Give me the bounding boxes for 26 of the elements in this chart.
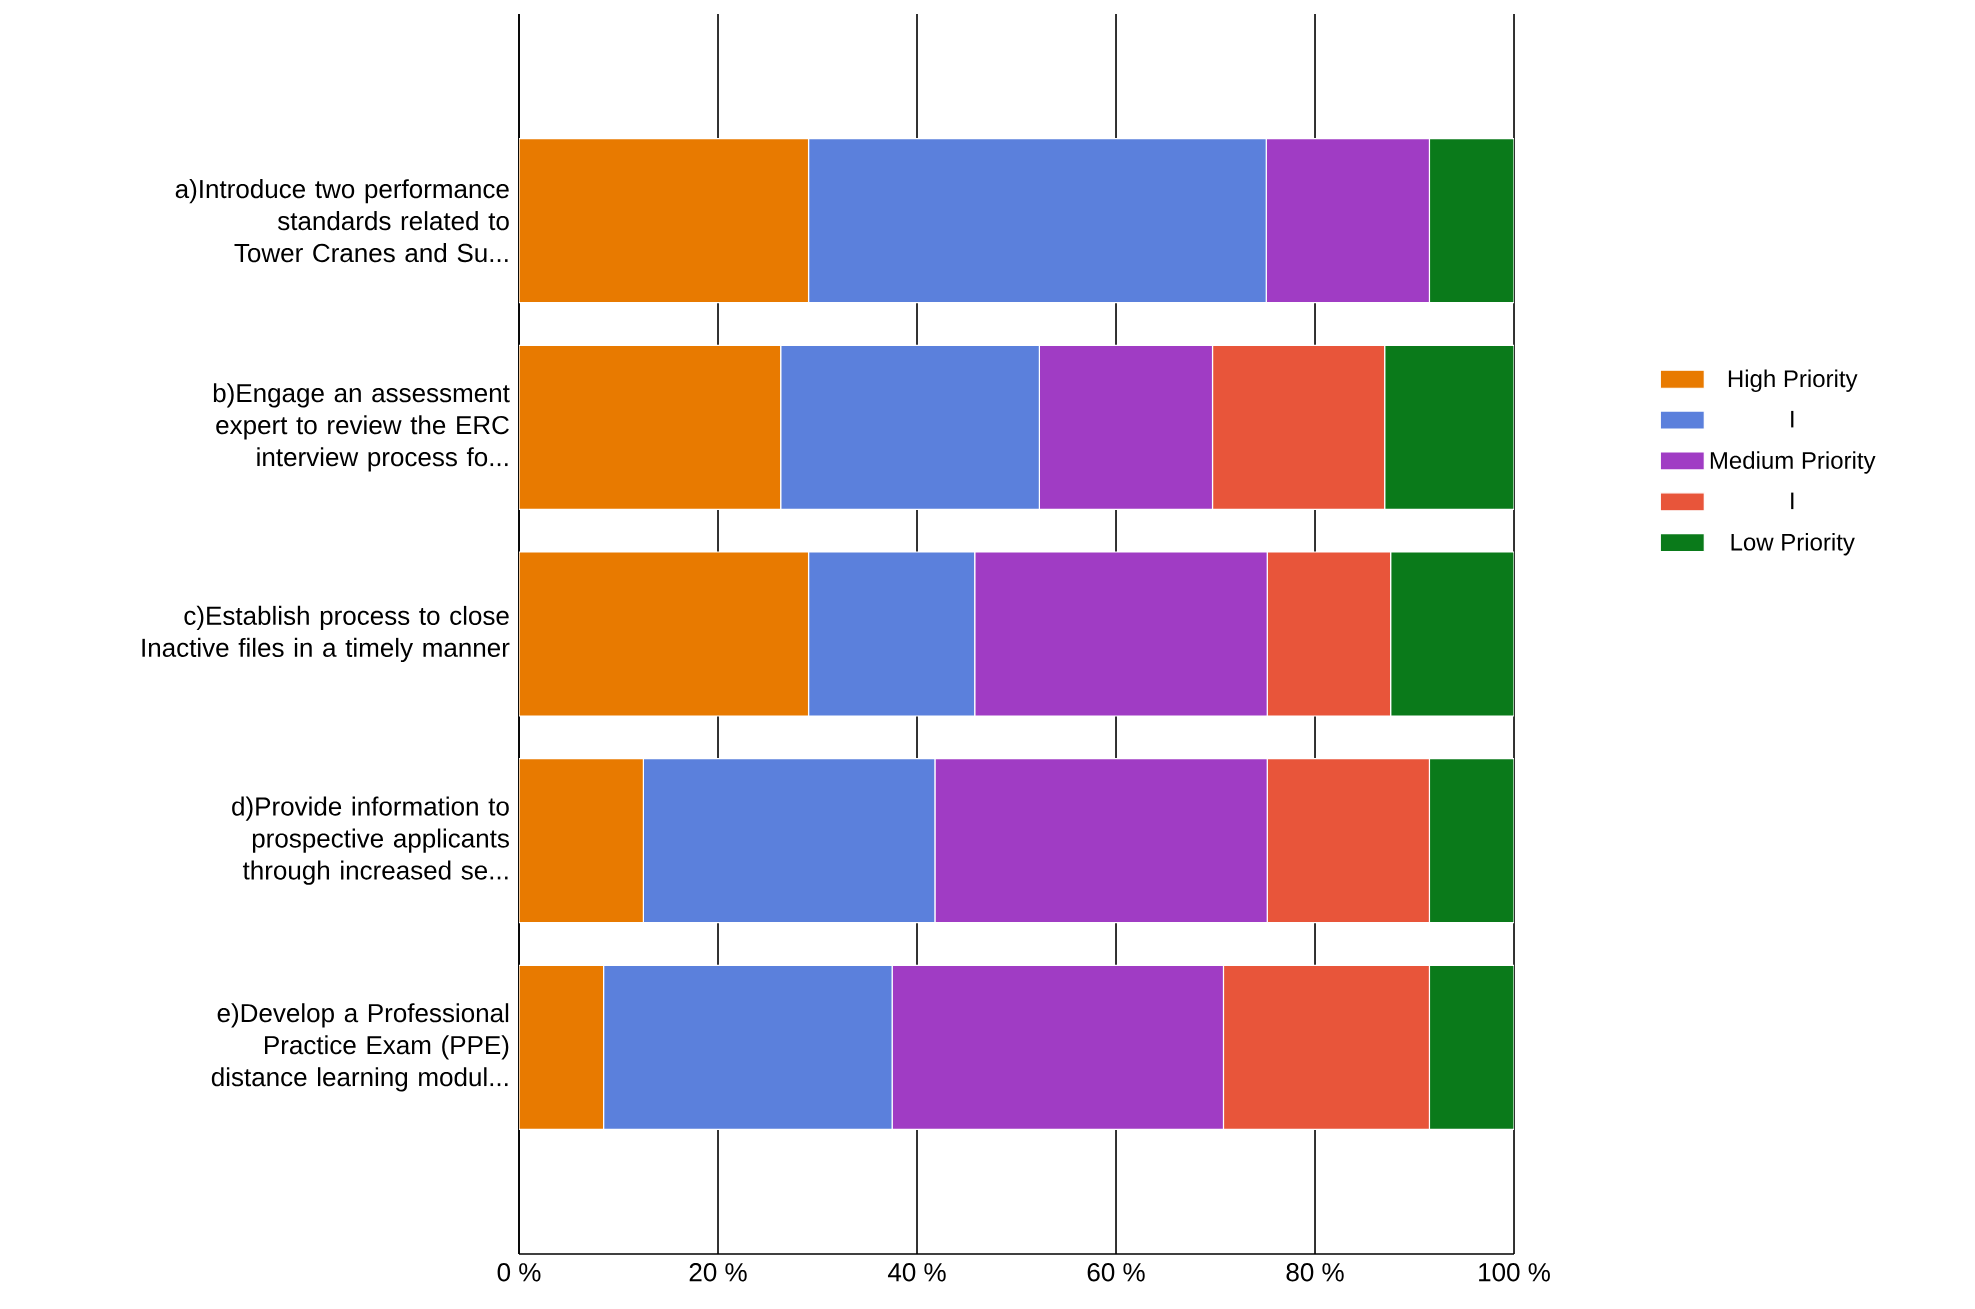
x-tick-label: 60 %: [1087, 1263, 1145, 1282]
bar: [1384, 344, 1515, 510]
bar: [1428, 964, 1515, 1130]
y-tick-label: e)Develop a Professional Practice Exam (PPE) distance learning modul...: [211, 1003, 509, 1092]
x-tick-label: 40 %: [887, 1263, 946, 1282]
x-tick-label: 20 %: [689, 1263, 747, 1282]
bar: [519, 551, 810, 717]
y-tick-label: d)Provide information to prospective applicants through increased se...: [232, 796, 509, 885]
bar: [519, 138, 810, 304]
text: I: [1791, 492, 1794, 510]
y-tick-label: c)Establish process to close Inactive files in a timely manner: [142, 605, 510, 663]
bar: [519, 964, 605, 1130]
legend-label: High Priority: [1728, 369, 1858, 392]
x-tick-label: 0 %: [497, 1263, 541, 1282]
y-tick-label: a)Introduce two performance standards related to Tower Cranes and Su...: [175, 179, 509, 263]
bar: [1428, 758, 1515, 924]
x-tick-label: 100 %: [1479, 1263, 1550, 1282]
x-tick-label: 80 %: [1286, 1263, 1344, 1282]
text: I: [1791, 410, 1794, 428]
bar: [519, 758, 644, 924]
bar: [1428, 138, 1515, 304]
bar: [1390, 551, 1515, 717]
legend-label: Low Priority: [1731, 533, 1855, 556]
y-tick-label: b)Engage an assessment expert to review the ERC interview process fo...: [213, 383, 510, 472]
legend-label: Medium Priority: [1710, 451, 1876, 474]
bar: [519, 344, 782, 510]
